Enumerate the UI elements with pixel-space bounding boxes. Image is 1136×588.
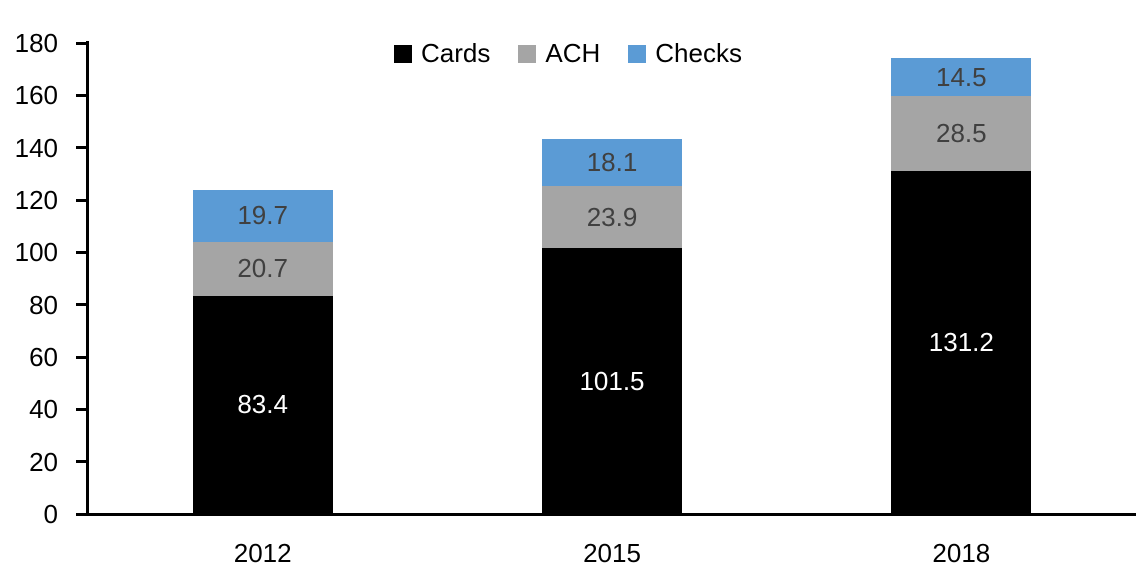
- legend-swatch-ach-icon: [518, 44, 537, 63]
- y-axis-tick: [76, 460, 86, 464]
- bar-value-label: 101.5: [579, 365, 645, 396]
- bar-value-label: 14.5: [936, 61, 987, 92]
- x-axis-label-2012: 2012: [233, 538, 292, 568]
- bar-value-label: 23.9: [586, 201, 638, 232]
- bar-segment-cards-2012: 83.4: [192, 295, 333, 514]
- legend-item-ach: ACH: [518, 38, 600, 69]
- bar-value-label: 83.4: [237, 389, 288, 420]
- x-axis-label-2018: 2018: [932, 538, 991, 568]
- y-axis-tick: [76, 146, 86, 150]
- bar-segment-ach-2012: 20.7: [192, 241, 333, 296]
- bar-segment-ach-2018: 28.5: [891, 96, 1032, 171]
- bar-value-label: 19.7: [237, 200, 288, 231]
- bar-segment-cards-2015: 101.5: [542, 248, 682, 514]
- y-axis-tick: [76, 41, 86, 45]
- y-axis-label: 160: [14, 80, 58, 111]
- x-axis: [86, 512, 1136, 516]
- x-axis-label-2015: 2015: [583, 538, 641, 568]
- y-axis-label: 100: [14, 237, 58, 268]
- bar-segment-cards-2018: 131.2: [891, 170, 1032, 514]
- bar-value-label: 131.2: [928, 326, 994, 357]
- y-axis-label: 80: [29, 289, 58, 320]
- y-axis-tick: [76, 407, 86, 411]
- bar-segment-checks-2018: 14.5: [891, 58, 1032, 97]
- y-axis-label: 40: [29, 394, 58, 425]
- bar-segment-ach-2015: 23.9: [542, 185, 682, 249]
- legend-item-checks: Checks: [628, 38, 742, 69]
- legend-label: ACH: [545, 38, 601, 68]
- y-axis-tick: [76, 512, 86, 516]
- y-axis-tick: [76, 303, 86, 307]
- y-axis-label: 20: [29, 446, 58, 477]
- y-axis-tick: [76, 250, 86, 254]
- y-axis-tick: [76, 355, 86, 359]
- bar-value-label: 28.5: [936, 117, 987, 148]
- y-axis-tick: [76, 93, 86, 97]
- legend-swatch-checks-icon: [628, 44, 647, 63]
- bar-value-label: 20.7: [237, 253, 288, 284]
- legend-item-cards: Cards: [394, 38, 490, 69]
- y-axis-label: 140: [14, 132, 58, 163]
- chart-legend: Cards ACH Checks: [0, 38, 1136, 69]
- y-axis-label: 60: [29, 342, 58, 372]
- bar-segment-checks-2015: 18.1: [542, 138, 682, 186]
- y-axis-tick: [76, 198, 86, 202]
- bar-value-label: 18.1: [586, 146, 638, 177]
- bar-segment-checks-2012: 19.7: [192, 190, 333, 242]
- y-axis-label: 120: [14, 185, 58, 215]
- legend-swatch-cards-icon: [394, 44, 413, 63]
- legend-label: Cards: [421, 38, 491, 68]
- legend-label: Checks: [655, 38, 742, 68]
- y-axis-label: 0: [43, 499, 58, 529]
- y-axis: [86, 41, 89, 516]
- y-axis-label: 180: [14, 28, 58, 58]
